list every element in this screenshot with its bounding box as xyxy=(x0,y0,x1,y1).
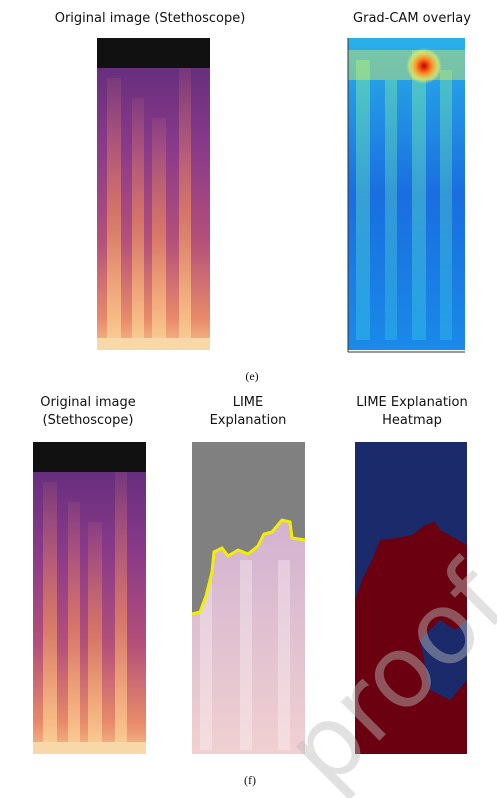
spectrogram xyxy=(33,442,146,754)
image-title: LIME xyxy=(233,395,264,410)
image-title: Explanation xyxy=(210,413,287,428)
panel-label: (e) xyxy=(245,369,258,383)
image-title: Heatmap xyxy=(382,413,442,428)
panel-label: (f) xyxy=(244,773,256,787)
gradcam-image xyxy=(348,38,465,352)
figure: Original image (Stethoscope) Grad-CAM ov… xyxy=(0,0,497,798)
image-title: Grad-CAM overlay xyxy=(353,11,471,26)
image-title: (Stethoscope) xyxy=(43,413,134,428)
image-title: Original image (Stethoscope) xyxy=(55,11,246,26)
image-title: LIME Explanation xyxy=(356,395,467,410)
image-title: Original image xyxy=(40,395,136,410)
spectrogram xyxy=(97,38,210,350)
